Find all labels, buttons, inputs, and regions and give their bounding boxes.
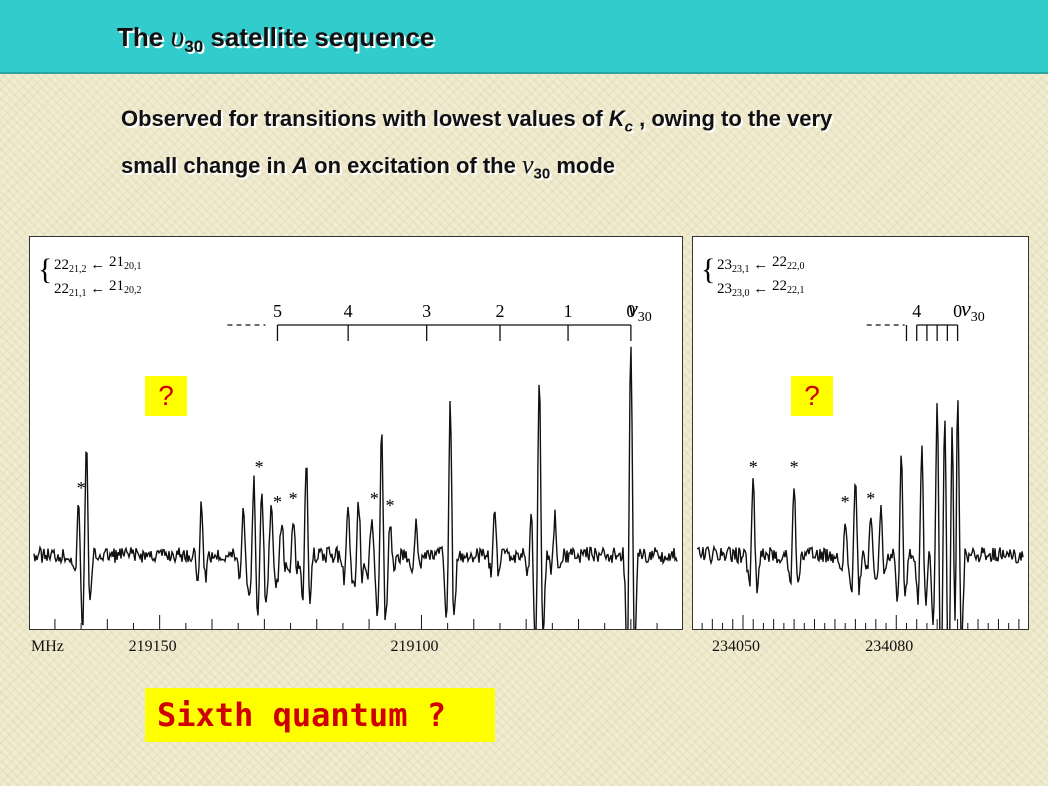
contaminant-star: * bbox=[255, 457, 264, 477]
spectrum-panel-right: {2323,1 ← 2222,0 2323,0 ← 2222,1 v30 4 0 * * * * bbox=[692, 236, 1029, 630]
transition-label: 2221,2 ← 2120,1 bbox=[54, 254, 142, 275]
contaminant-star: * bbox=[77, 478, 86, 498]
contaminant-star: * bbox=[790, 457, 799, 477]
axis-tick-label: 219100 bbox=[390, 638, 439, 655]
contaminant-star: * bbox=[841, 492, 850, 512]
subtitle-K: K bbox=[608, 106, 625, 131]
contaminant-star: * bbox=[749, 457, 758, 477]
question-box-left: ? bbox=[145, 376, 187, 416]
satellite-label: 4 bbox=[912, 301, 921, 321]
spectrum-trace bbox=[33, 346, 678, 629]
satellite-label: 1 bbox=[564, 301, 573, 321]
mhz-label: MHz bbox=[31, 638, 64, 655]
axis-tick-label: 219150 bbox=[128, 638, 177, 655]
subtitle-text: mode bbox=[550, 153, 615, 179]
subtitle-nu-sub: 30 bbox=[533, 165, 551, 183]
slide-subtitle: Observed for transitions with lowest val… bbox=[121, 100, 1021, 194]
subtitle-nu: ν bbox=[521, 150, 534, 180]
transition-brace: { bbox=[38, 253, 52, 286]
title-bar: The υ30 satellite sequence bbox=[0, 0, 1048, 74]
slide-title: The υ30 satellite sequence bbox=[117, 20, 434, 57]
axis-tick-label: 234080 bbox=[865, 638, 914, 655]
subtitle-A: A bbox=[292, 153, 309, 179]
contaminant-star: * bbox=[386, 496, 395, 516]
subtitle-text: small change in bbox=[121, 153, 293, 179]
satellite-label: 2 bbox=[495, 301, 504, 321]
subtitle-text: Observed for transitions with lowest val… bbox=[121, 106, 609, 131]
transition-label: 2323,1 ← 2222,0 bbox=[717, 254, 805, 275]
sixth-quantum-callout: Sixth quantum ? bbox=[145, 688, 495, 742]
title-prefix: The bbox=[117, 22, 171, 52]
contaminant-star: * bbox=[273, 492, 282, 512]
spectrum-trace bbox=[696, 400, 1024, 629]
title-suffix: satellite sequence bbox=[203, 22, 435, 52]
spectrum-panel-left: {2221,2 ← 2120,1 2221,1 ← 2120,2 v30 5 4 3 2 1 0… bbox=[29, 236, 683, 630]
satellite-label: 3 bbox=[422, 301, 431, 321]
title-nu-symbol: υ bbox=[170, 20, 185, 53]
subtitle-K-sub: c bbox=[624, 118, 634, 136]
subtitle-text: , owing to the very bbox=[633, 106, 833, 131]
satellite-label: 0 bbox=[626, 301, 635, 321]
contaminant-star: * bbox=[289, 489, 298, 509]
question-box-right: ? bbox=[791, 376, 833, 416]
title-nu-subscript: 30 bbox=[184, 37, 204, 57]
v30-label: v30 bbox=[961, 296, 985, 325]
spectrum-plot-right: {2323,1 ← 2222,0 2323,0 ← 2222,1 v30 4 0 * * * * bbox=[696, 253, 1024, 629]
axis-tick-label: 234050 bbox=[711, 638, 760, 655]
satellite-label: 4 bbox=[344, 301, 353, 321]
satellite-label: 0 bbox=[953, 301, 962, 321]
transition-label: 2221,1 ← 2120,2 bbox=[54, 278, 142, 299]
transition-label: 2323,0 ← 2222,1 bbox=[717, 278, 805, 299]
contaminant-star: * bbox=[866, 489, 875, 509]
subtitle-text: on excitation of the bbox=[308, 153, 522, 179]
satellite-label: 5 bbox=[273, 301, 282, 321]
transition-brace: { bbox=[701, 253, 715, 286]
contaminant-star: * bbox=[370, 489, 379, 509]
